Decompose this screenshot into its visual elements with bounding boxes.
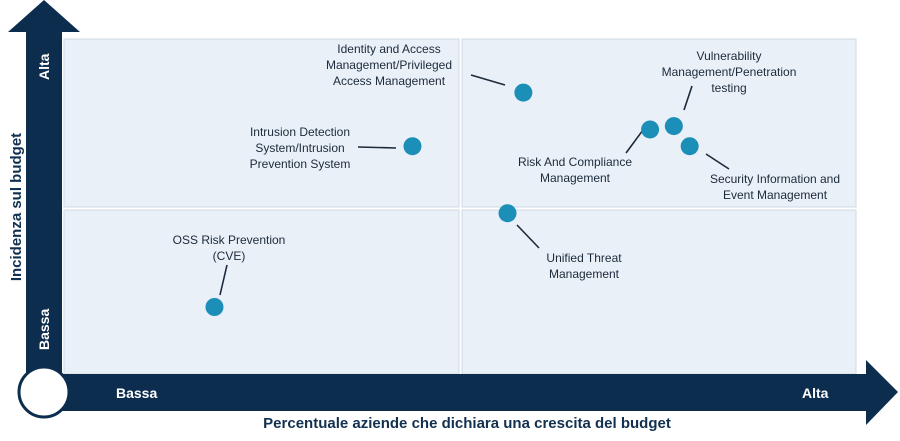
point-2-label: Intrusion Detection System/Intrusion Preve… [250, 125, 351, 171]
point-2-leader-line [357, 146, 397, 149]
x-axis-title: Percentuale aziende che dichiara una cre… [263, 415, 671, 432]
point-3-label-line: testing [711, 81, 746, 95]
point-3-label-line: Vulnerability [697, 49, 762, 63]
point-1-label-line: Management/Privileged [326, 58, 452, 72]
point-5-label-line: Event Management [723, 188, 828, 202]
point-4-label-line: Risk And Compliance [518, 155, 632, 169]
point-4-label: Risk And Compliance Management [518, 155, 632, 185]
y-axis-title: Incidenza sul budget [8, 133, 25, 281]
origin-circle [17, 365, 71, 419]
point-1-label-line: Access Management [333, 74, 446, 88]
point-3-label: Vulnerability Management/Penetration testi… [662, 49, 797, 95]
x-axis-arrow [26, 360, 898, 425]
point-6-marker [498, 204, 517, 223]
point-5-label-line: Security Information and [710, 172, 840, 186]
point-2-label-line: System/Intrusion [255, 141, 344, 155]
point-7-label: OSS Risk Prevention (CVE) [173, 233, 286, 263]
point-7-label-line: OSS Risk Prevention [173, 233, 286, 247]
point-3-marker [664, 117, 683, 136]
point-1-label: Identity and Access Management/Privileged… [326, 42, 452, 88]
point-3-label-line: Management/Penetration [662, 65, 797, 79]
point-7-label-line: (CVE) [213, 249, 246, 263]
point-3-leader-line [683, 85, 693, 111]
point-4-leader-line [625, 129, 644, 154]
point-2-marker [403, 137, 422, 156]
point-2-label-line: Prevention System [250, 157, 351, 171]
point-4-label-line: Management [540, 171, 611, 185]
x-axis-low-label: Bassa [116, 385, 157, 401]
y-axis-low-label: Bassa [36, 309, 52, 350]
point-4-marker [641, 120, 660, 139]
point-5-leader-line [705, 153, 730, 170]
point-2-label-line: Intrusion Detection [250, 125, 350, 139]
quadrant-bottom-right [461, 209, 857, 375]
point-5-marker [680, 137, 699, 156]
y-axis-arrow [8, 0, 80, 374]
chart-marks: Identity and Access Management/Privileged… [173, 42, 840, 316]
point-6-label: Unified Threat Management [546, 251, 622, 281]
point-1-label-line: Identity and Access [337, 42, 440, 56]
x-axis-high-label: Alta [802, 385, 829, 401]
point-6-label-line: Management [549, 267, 620, 281]
point-6-leader-line [516, 224, 540, 249]
point-6-label-line: Unified Threat [546, 251, 622, 265]
point-1-marker [514, 83, 533, 102]
point-7-leader-line [219, 264, 228, 296]
quadrant-bottom-left [63, 209, 460, 375]
y-axis-high-label: Alta [36, 53, 52, 80]
point-7-marker [205, 298, 224, 316]
quadrant-top-right [461, 38, 857, 208]
quadrant-top-left [63, 38, 460, 208]
point-1-leader-line [470, 74, 506, 86]
point-5-label: Security Information and Event Management [710, 172, 840, 202]
